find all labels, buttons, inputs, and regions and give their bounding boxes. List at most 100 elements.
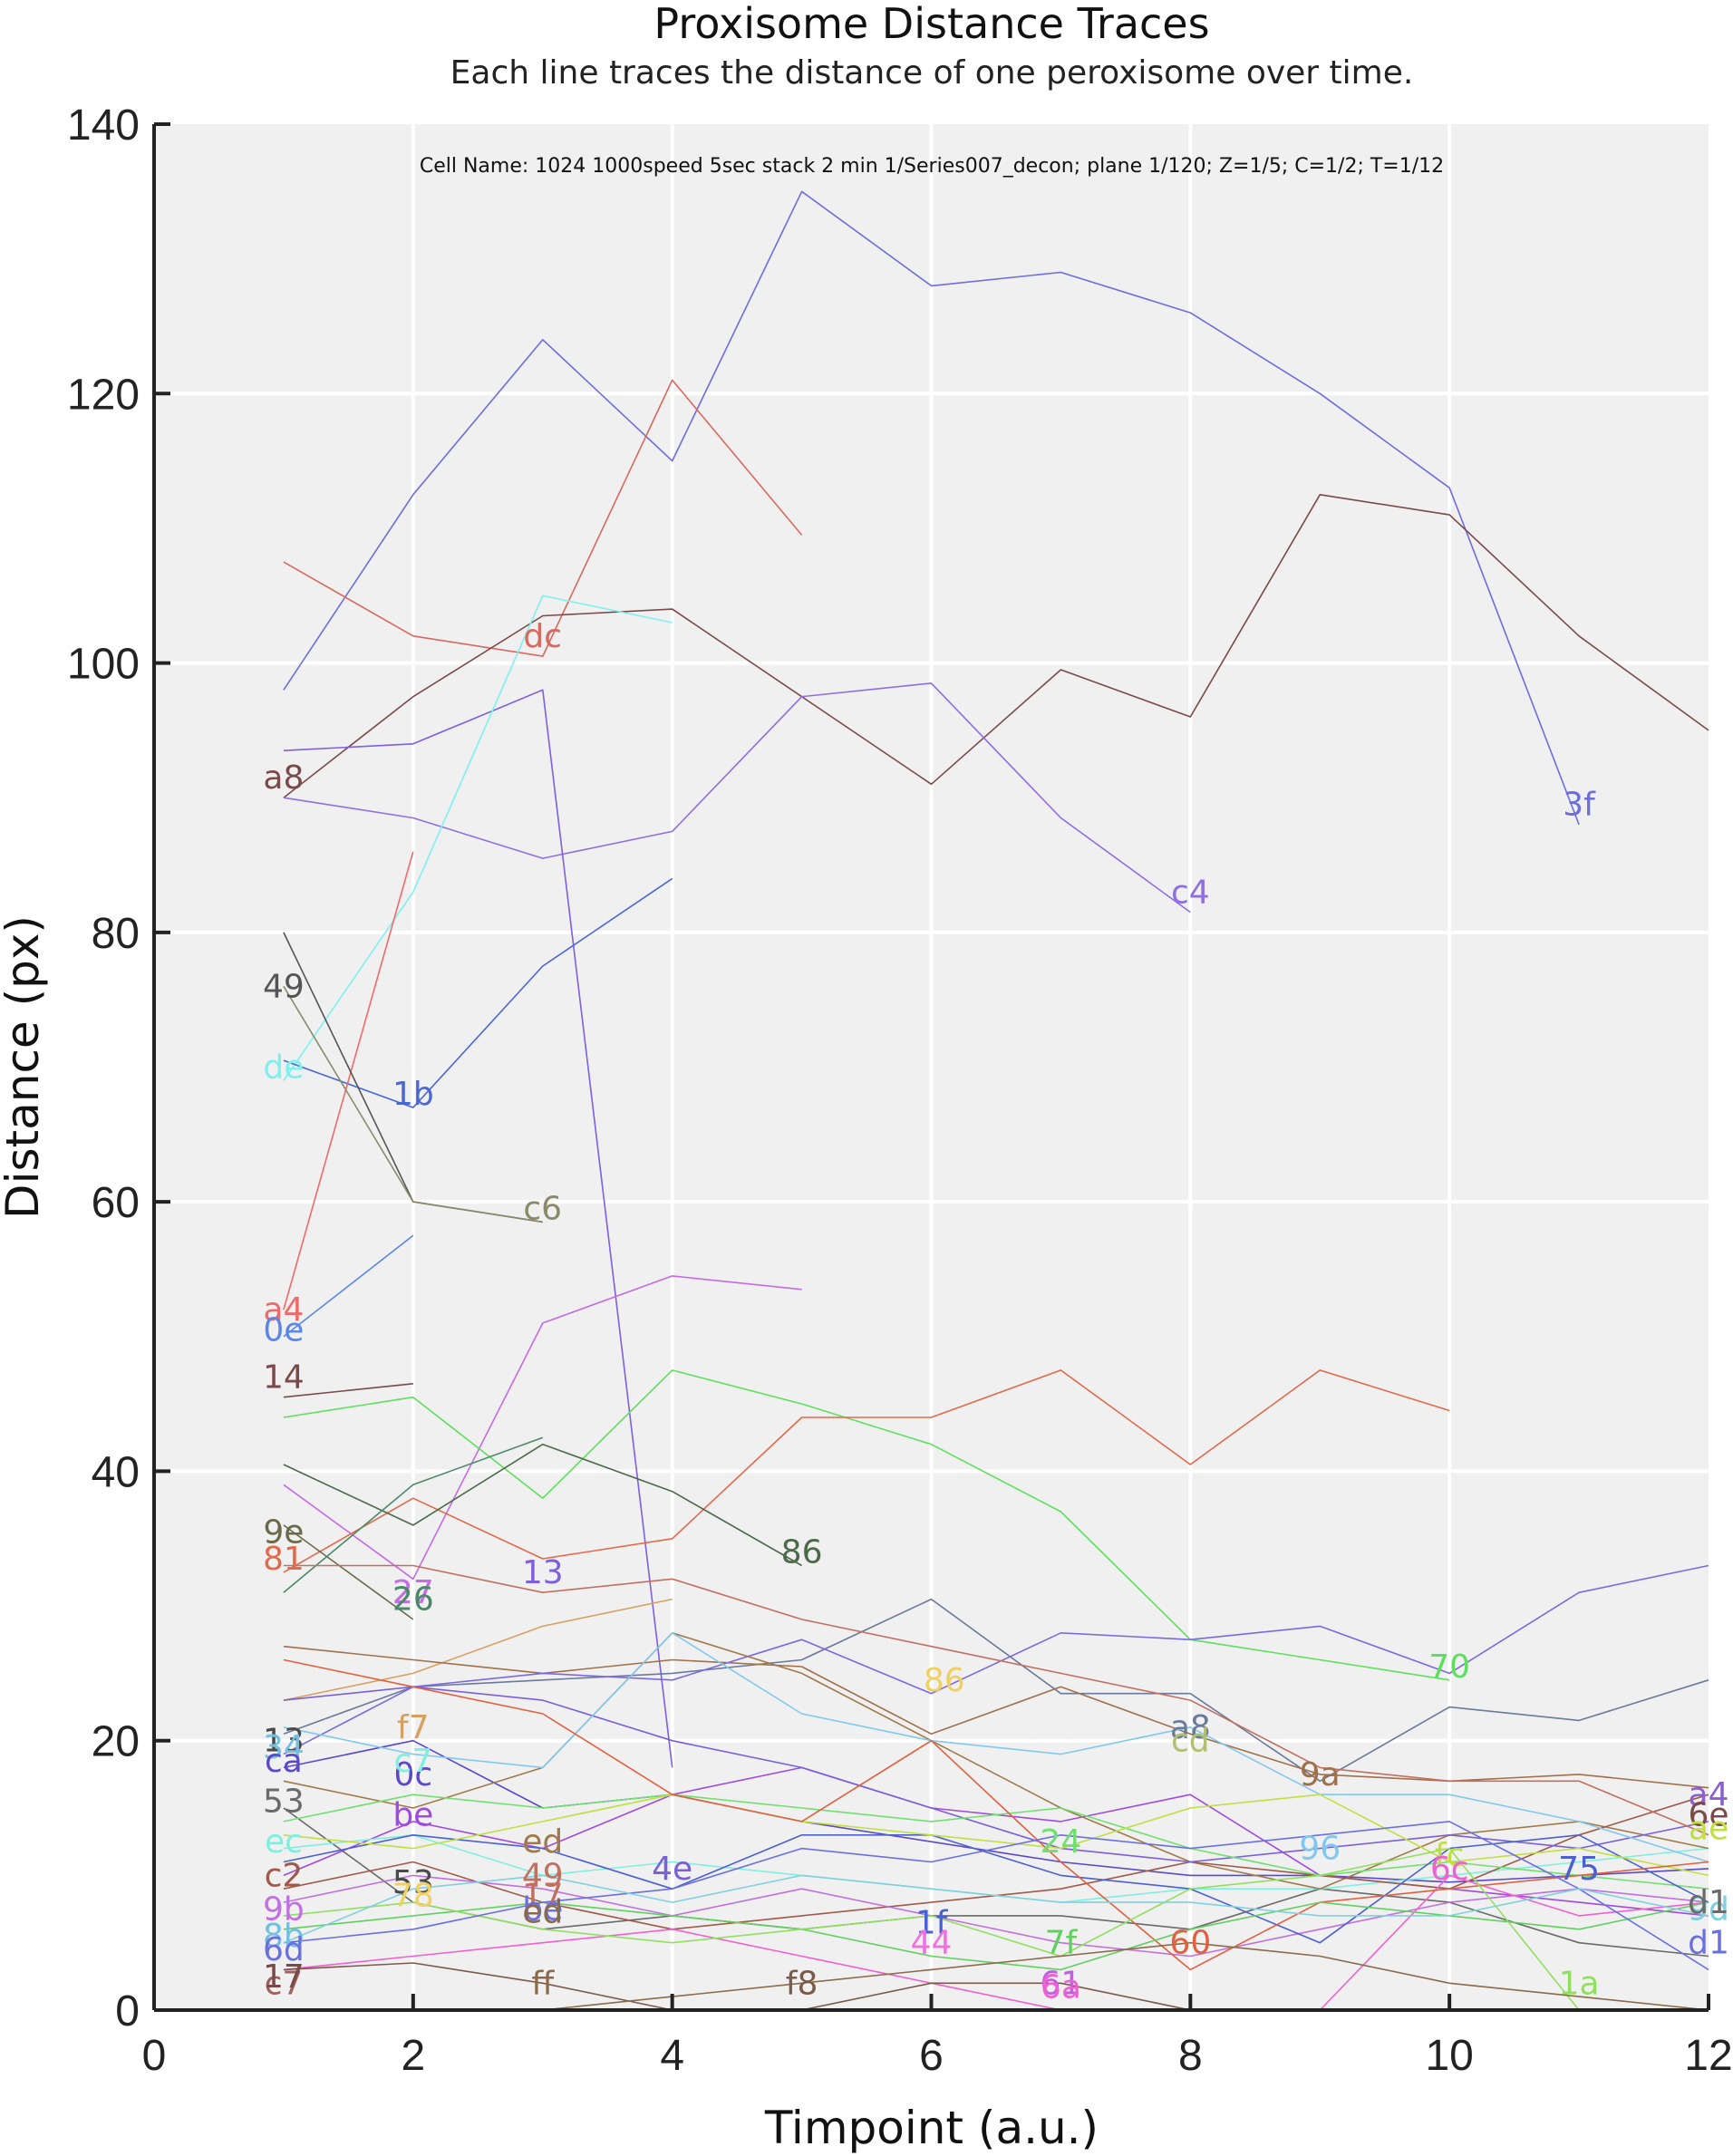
series-label: cd <box>1171 1723 1210 1760</box>
series-label: 9e <box>263 1513 304 1551</box>
series-label: d1 <box>1688 1884 1729 1921</box>
series-line-49b <box>283 1564 1709 1836</box>
series-label: 14 <box>263 1358 305 1396</box>
series-label: 13 <box>263 1723 305 1760</box>
y-tick-label: 60 <box>92 1179 140 1227</box>
series-label: 53 <box>392 1864 434 1901</box>
series-line-9e <box>283 1524 414 1620</box>
series-label: c4 <box>1171 874 1210 911</box>
series-line-9d <box>283 1874 1709 1944</box>
series-label: dc <box>523 618 562 655</box>
series-line-c6 <box>283 985 543 1223</box>
series-label: a4 <box>263 1291 304 1329</box>
chart-title: Proxisome Distance Traces <box>654 0 1209 48</box>
x-tick-label: 12 <box>1684 2032 1732 2080</box>
series-line-d1 <box>283 1821 1709 1971</box>
y-tick-label: 80 <box>92 910 140 958</box>
series-line-c4 <box>283 682 1191 914</box>
series-label: a8 <box>1170 1709 1211 1746</box>
series-line-86 <box>283 1443 802 1567</box>
series-label: f8 <box>786 1965 818 2002</box>
series-label: be <box>392 1796 433 1833</box>
series-label: 1f <box>915 1904 949 1941</box>
series-label: ff <box>531 1965 555 2002</box>
series-line-a8b <box>283 1598 1709 1783</box>
series-label: 44 <box>911 1925 953 1962</box>
series-label: 7f <box>1045 1925 1079 1962</box>
series-label: 78 <box>392 1878 434 1915</box>
series-line-a4b <box>283 1564 1709 1755</box>
series-line-6c <box>283 1874 1709 2011</box>
series-label: 61 <box>1041 1965 1082 2002</box>
series-line-13 <box>283 689 673 1768</box>
series-label: 34 <box>263 1729 305 1766</box>
series-label: 53 <box>263 1784 305 1821</box>
series-label: c7 <box>265 1965 304 2002</box>
series-line-3f <box>283 190 1580 826</box>
series-label: 6c <box>1430 1851 1469 1888</box>
series-label: c6 <box>523 1191 562 1228</box>
series-line-27 <box>283 1275 802 1581</box>
series-label: 6e <box>1688 1796 1728 1833</box>
y-tick-label: 100 <box>67 641 140 689</box>
series-label: 9a <box>1300 1756 1341 1793</box>
series-line-24 <box>283 1793 1709 1890</box>
series-label: ed <box>522 1893 563 1930</box>
series-label: 1a <box>1559 1965 1600 2002</box>
series-line-81 <box>283 1369 1450 1573</box>
cell-name-annotation: Cell Name: 1024 1000speed 5sec stack 2 m… <box>420 155 1444 178</box>
series-line-9a <box>283 1645 1709 1789</box>
series-label: 96 <box>1299 1831 1341 1868</box>
series-label: 6a <box>1041 1969 1081 2006</box>
series-label: 1b <box>392 1076 434 1113</box>
series-label: ed <box>522 1823 563 1861</box>
series-line-4e <box>283 1686 1709 1863</box>
series-line-1a <box>283 1847 1709 2011</box>
series-line-ca <box>283 1739 1709 1883</box>
series-label: 8b <box>263 1918 305 1955</box>
y-tick-label: 40 <box>92 1448 140 1496</box>
x-axis-label: Timpoint (a.u.) <box>764 2102 1099 2154</box>
series-label: 60 <box>1169 1925 1211 1962</box>
series-label: 0c <box>393 1756 432 1793</box>
series-label: 6d <box>263 1931 305 1968</box>
series-line-96 <box>283 1632 1709 1863</box>
series-label: c2 <box>265 1857 304 1894</box>
x-tick-label: 0 <box>142 2032 167 2080</box>
series-label: be <box>522 1891 563 1929</box>
series-label: 49 <box>522 1857 564 1894</box>
series-label: a4 <box>1689 1776 1729 1813</box>
series-label: 24 <box>1041 1823 1082 1861</box>
series-line-1b <box>283 877 673 1108</box>
series-label: c7 <box>393 1743 432 1780</box>
y-tick-label: 140 <box>67 102 140 150</box>
series-line-dc <box>283 379 803 657</box>
series-label: 26 <box>392 1581 434 1619</box>
series-label: fc <box>1435 1837 1464 1874</box>
series-line-de <box>283 595 673 1081</box>
series-line-f7 <box>283 1598 673 1701</box>
series-label: ca <box>265 1743 303 1780</box>
series-label: 27 <box>392 1574 434 1611</box>
y-tick-label: 20 <box>92 1718 140 1766</box>
series-label: de <box>263 1049 304 1087</box>
series-line-70 <box>283 1369 1450 1681</box>
series-label: 81 <box>263 1541 305 1578</box>
series-label: 4e <box>652 1851 692 1888</box>
series-line-fc <box>283 1793 1709 1877</box>
series-line-9b <box>283 1874 1709 1958</box>
series-label: 49 <box>263 968 305 1005</box>
series-lines <box>283 190 1709 2011</box>
y-axis-label: Distance (px) <box>0 915 49 1219</box>
series-line-a4 <box>283 851 414 1310</box>
chart-subtitle: Each line traces the distance of one per… <box>450 54 1414 92</box>
series-label: ae <box>1689 1810 1728 1847</box>
x-tick-label: 8 <box>1178 2032 1203 2080</box>
series-label: 17 <box>522 1878 564 1915</box>
series-label: f7 <box>397 1709 430 1746</box>
series-label: 9d <box>1688 1891 1729 1929</box>
series-label: a8 <box>263 759 304 797</box>
series-label: 86 <box>781 1534 823 1571</box>
series-label: 86 <box>924 1662 965 1699</box>
